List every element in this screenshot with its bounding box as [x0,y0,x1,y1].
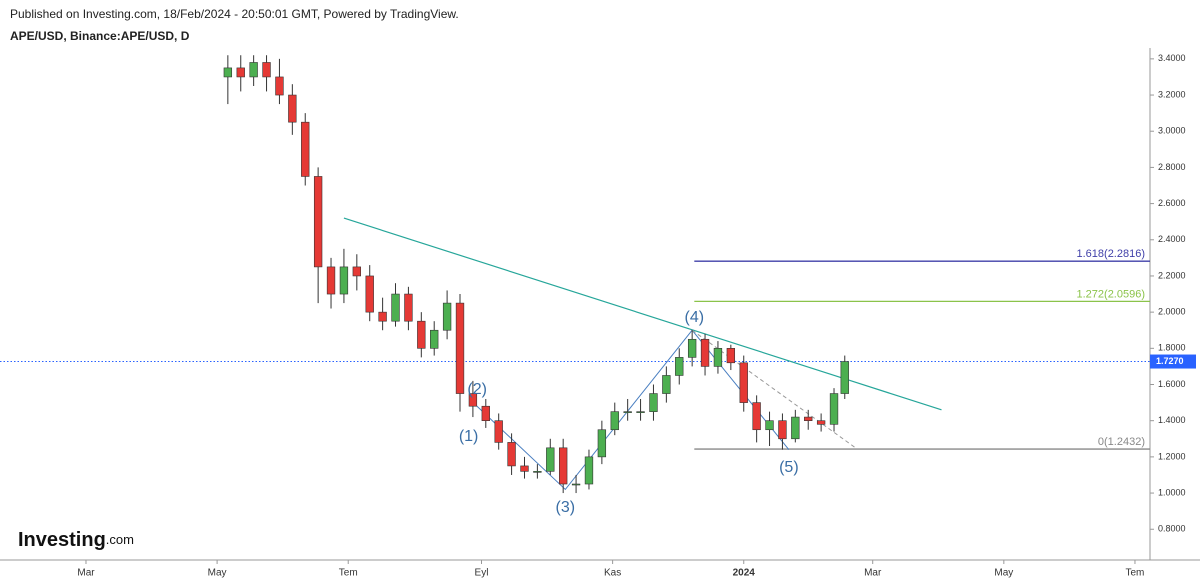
candle-body [713,348,723,367]
wave-label: (1) [459,428,479,445]
trendline [343,217,942,411]
candle-body [662,375,671,394]
candle-body [726,348,736,364]
wave-label: (5) [779,459,799,476]
candle-body [249,62,258,78]
candle-body [275,76,284,96]
logo-brand: Investing [18,529,106,551]
candle-body [571,483,581,486]
candle-body [584,456,594,485]
candle-body [301,121,310,177]
y-tick-label: 1.4000 [1158,415,1186,425]
candle-body [404,293,413,322]
candle-body [649,393,658,412]
y-tick-label: 2.4000 [1158,234,1186,244]
candle-body [752,402,761,431]
candle-body [442,302,452,331]
x-tick-label: Kas [604,568,621,579]
fib-label: 1.272(2.0596) [1077,288,1146,300]
x-tick-label: May [994,568,1013,579]
last-price-label: 1.7270 [1156,356,1184,366]
candle-body [391,293,400,322]
x-tick-label: Mar [77,568,95,579]
candle-body [559,447,568,485]
candle-body [791,416,800,440]
wave-label: (4) [685,309,705,326]
candle-body [610,411,619,431]
candle-body [288,94,297,123]
candle-body [365,275,374,313]
wave-line [474,329,790,491]
candle-body [236,67,245,78]
candle-body [700,338,710,367]
candle-body [533,471,542,473]
wave-label: (3) [556,499,576,516]
fib-label: 1.618(2.2816) [1077,248,1146,260]
candle-body [804,416,813,421]
candle-body [520,465,529,472]
y-tick-label: 2.0000 [1158,307,1186,317]
candle-body [378,311,387,322]
candle-body [455,302,465,394]
candle-body [339,266,349,295]
candle-body [840,361,849,394]
candle-body [417,320,426,349]
candle-body [816,420,826,425]
y-tick-label: 1.0000 [1158,487,1186,497]
candle-body [636,411,645,413]
candle-body [778,420,787,440]
candle-body [468,393,478,407]
candle-body [262,62,271,78]
y-tick-label: 3.0000 [1158,126,1186,136]
symbol-title: APE/USD, Binance:APE/USD, D [10,29,190,43]
x-tick-label: Mar [864,568,882,579]
y-tick-label: 0.8000 [1158,524,1186,534]
candle-body [494,420,503,443]
x-tick-label: 2024 [733,568,756,579]
x-tick-label: Tem [1126,568,1145,579]
y-tick-label: 1.8000 [1158,343,1186,353]
candle-body [546,447,555,472]
x-tick-label: May [208,568,227,579]
candle-body [687,338,697,358]
y-tick-label: 1.2000 [1158,451,1186,461]
logo-suffix: .com [106,532,134,547]
y-tick-label: 2.2000 [1158,270,1186,280]
candle-body [223,67,233,78]
candle-body [352,266,361,277]
candle-body [597,429,607,458]
candle-body [313,176,323,268]
candle-body [507,442,516,467]
y-tick-label: 3.4000 [1158,53,1186,63]
candle-body [623,411,632,413]
candle-body [481,405,490,421]
y-tick-label: 1.6000 [1158,379,1186,389]
x-tick-label: Tem [339,568,358,579]
y-tick-label: 2.6000 [1158,198,1186,208]
candle-body [829,393,839,425]
y-tick-label: 2.8000 [1158,162,1186,172]
candle-body [326,266,336,295]
wave-label: (2) [467,381,487,398]
published-note: Published on Investing.com, 18/Feb/2024 … [10,7,459,21]
logo: Investing.com [18,529,134,551]
projection-line [691,329,856,449]
candle-body [675,357,684,376]
last-price-box [1150,354,1196,369]
candle-body [739,362,748,403]
x-tick-label: Eyl [475,568,489,579]
candle-body [430,329,439,349]
fib-label: 0(1.2432) [1098,436,1145,448]
y-tick-label: 3.2000 [1158,89,1186,99]
candle-body [765,420,774,431]
